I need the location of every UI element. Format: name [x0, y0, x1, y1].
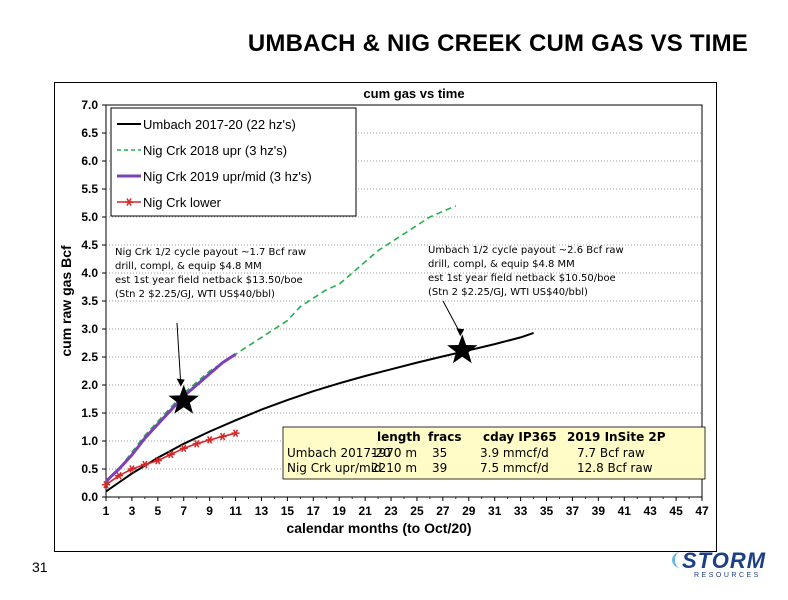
- table-header: fracs: [428, 430, 462, 444]
- series-marker: [166, 450, 175, 459]
- arrow-head: [456, 328, 465, 337]
- x-tick-label: 9: [206, 504, 213, 518]
- x-tick-label: 37: [566, 504, 580, 518]
- table-header: cday IP365: [483, 430, 557, 444]
- annotation-line: (Stn 2 $2.25/GJ, WTI US$40/bbl): [428, 287, 588, 298]
- y-tick-label: 0.5: [81, 462, 98, 476]
- table-row-label: Umbach 2017-20: [287, 446, 391, 460]
- series-marker: [218, 432, 227, 441]
- x-tick-label: 39: [592, 504, 606, 518]
- table-row-label: Nig Crk upr/mid: [287, 461, 382, 475]
- legend-label: Umbach 2017-20 (22 hz's): [143, 117, 296, 132]
- series-marker: [231, 429, 240, 437]
- table-cell: 3.9 mmcf/d: [480, 446, 549, 460]
- logo-subtext: RESOURCES: [694, 572, 761, 579]
- y-tick-label: 5.0: [81, 210, 98, 224]
- table-header: length: [377, 430, 421, 444]
- table-cell: 7.7 Bcf raw: [577, 446, 645, 460]
- x-tick-label: 35: [540, 504, 554, 518]
- arrow-head: [176, 378, 185, 387]
- series-marker: [102, 480, 110, 489]
- x-tick-label: 27: [436, 504, 450, 518]
- x-tick-label: 25: [410, 504, 424, 518]
- annotation-line: Umbach 1/2 cycle payout ~2.6 Bcf raw: [428, 245, 624, 256]
- chart-frame: cum gas vs time 0.0 0.5 1.0 1.5 2.0 2.5 3.0 3.5 4…: [54, 82, 717, 552]
- slide-title: UMBACH & NIG CREEK CUM GAS VS TIME: [247, 30, 748, 57]
- chart-svg: cum gas vs time 0.0 0.5 1.0 1.5 2.0 2.5 3.0 3.5 4…: [58, 86, 709, 536]
- legend-label: Nig Crk 2018 upr (3 hz's): [143, 143, 287, 158]
- y-tick-label: 6.5: [81, 126, 98, 140]
- legend-marker: [125, 198, 133, 206]
- x-tick-label: 13: [255, 504, 269, 518]
- x-tick-label: 7: [180, 504, 187, 518]
- y-tick-label: 7.0: [81, 98, 98, 112]
- y-tick-label: 2.0: [81, 378, 98, 392]
- x-tick-label: 45: [669, 504, 683, 518]
- logo-swoosh-icon: [672, 552, 689, 568]
- annotation-line: est 1st year field netback $10.50/boe: [428, 273, 616, 284]
- table-box: [282, 426, 706, 480]
- series-line-0: [105, 331, 534, 493]
- y-tick-label: 3.5: [81, 294, 98, 308]
- table-cell: 1970 m: [371, 446, 417, 460]
- series-marker: [114, 471, 123, 480]
- x-tick-label: 47: [695, 504, 709, 518]
- x-tick-label: 23: [384, 504, 398, 518]
- y-axis-label: cum raw gas Bcf: [58, 245, 74, 357]
- table-header: 2019 InSite 2P: [567, 430, 666, 444]
- series-marker: [205, 436, 214, 444]
- y-tick-label: 4.5: [81, 238, 98, 252]
- page-number: 31: [32, 559, 48, 575]
- annotation-line: drill, compl, & equip $4.8 MM: [115, 261, 262, 272]
- annotation-line: drill, compl, & equip $4.8 MM: [428, 259, 575, 270]
- table-cell: 39: [432, 461, 447, 475]
- y-tick-label: 1.0: [81, 434, 98, 448]
- storm-logo: STORM RESOURCES: [668, 548, 768, 582]
- x-tick-label: 11: [229, 504, 242, 518]
- series-line-2: [104, 352, 237, 483]
- annotation-arrow: [176, 322, 182, 384]
- y-tick-label: 6.0: [81, 154, 98, 168]
- x-tick-label: 17: [307, 504, 321, 518]
- y-tick-label: 0.0: [81, 490, 98, 504]
- chart-title: cum gas vs time: [363, 86, 464, 101]
- annotation-line: (Stn 2 $2.25/GJ, WTI US$40/bbl): [115, 289, 275, 300]
- x-tick-label: 41: [618, 504, 632, 518]
- y-tick-label: 5.5: [81, 182, 98, 196]
- series-marker: [140, 460, 149, 469]
- logo-text: STORM: [682, 548, 767, 573]
- x-tick-label: 21: [358, 504, 372, 518]
- series-marker: [179, 444, 188, 453]
- annotation-arrow: [442, 300, 461, 334]
- payout-star-icon: [447, 334, 478, 364]
- legend-label: Nig Crk lower: [143, 195, 222, 210]
- table-cell: 7.5 mmcf/d: [480, 461, 549, 475]
- x-tick-label: 3: [129, 504, 136, 518]
- series-marker: [127, 465, 136, 473]
- x-tick-label: 5: [154, 504, 161, 518]
- table-cell: 35: [432, 446, 447, 460]
- legend-box: [110, 107, 357, 217]
- annotation-line: Nig Crk 1/2 cycle payout ~1.7 Bcf raw: [115, 247, 306, 258]
- y-tick-label: 2.5: [81, 350, 98, 364]
- table-cell: 2210 m: [371, 461, 417, 475]
- x-tick-label: 43: [643, 504, 657, 518]
- x-tick-label: 29: [462, 504, 476, 518]
- series-marker: [192, 439, 201, 448]
- y-tick-label: 4.0: [81, 266, 98, 280]
- series-line-1: [105, 205, 457, 484]
- series-marker: [153, 456, 162, 465]
- y-tick-label: 3.0: [81, 322, 98, 336]
- payout-star-icon: [168, 384, 199, 414]
- annotation-line: est 1st year field netback $13.50/boe: [115, 275, 303, 286]
- x-tick-label: 33: [514, 504, 528, 518]
- x-tick-label: 19: [333, 504, 347, 518]
- legend-label: Nig Crk 2019 upr/mid (3 hz's): [143, 169, 312, 184]
- table-cell: 12.8 Bcf raw: [577, 461, 653, 475]
- y-tick-label: 1.5: [81, 406, 98, 420]
- x-tick-label: 15: [281, 504, 295, 518]
- x-tick-label: 1: [103, 504, 110, 518]
- x-axis-label: calendar months (to Oct/20): [286, 520, 471, 536]
- x-tick-label: 31: [488, 504, 502, 518]
